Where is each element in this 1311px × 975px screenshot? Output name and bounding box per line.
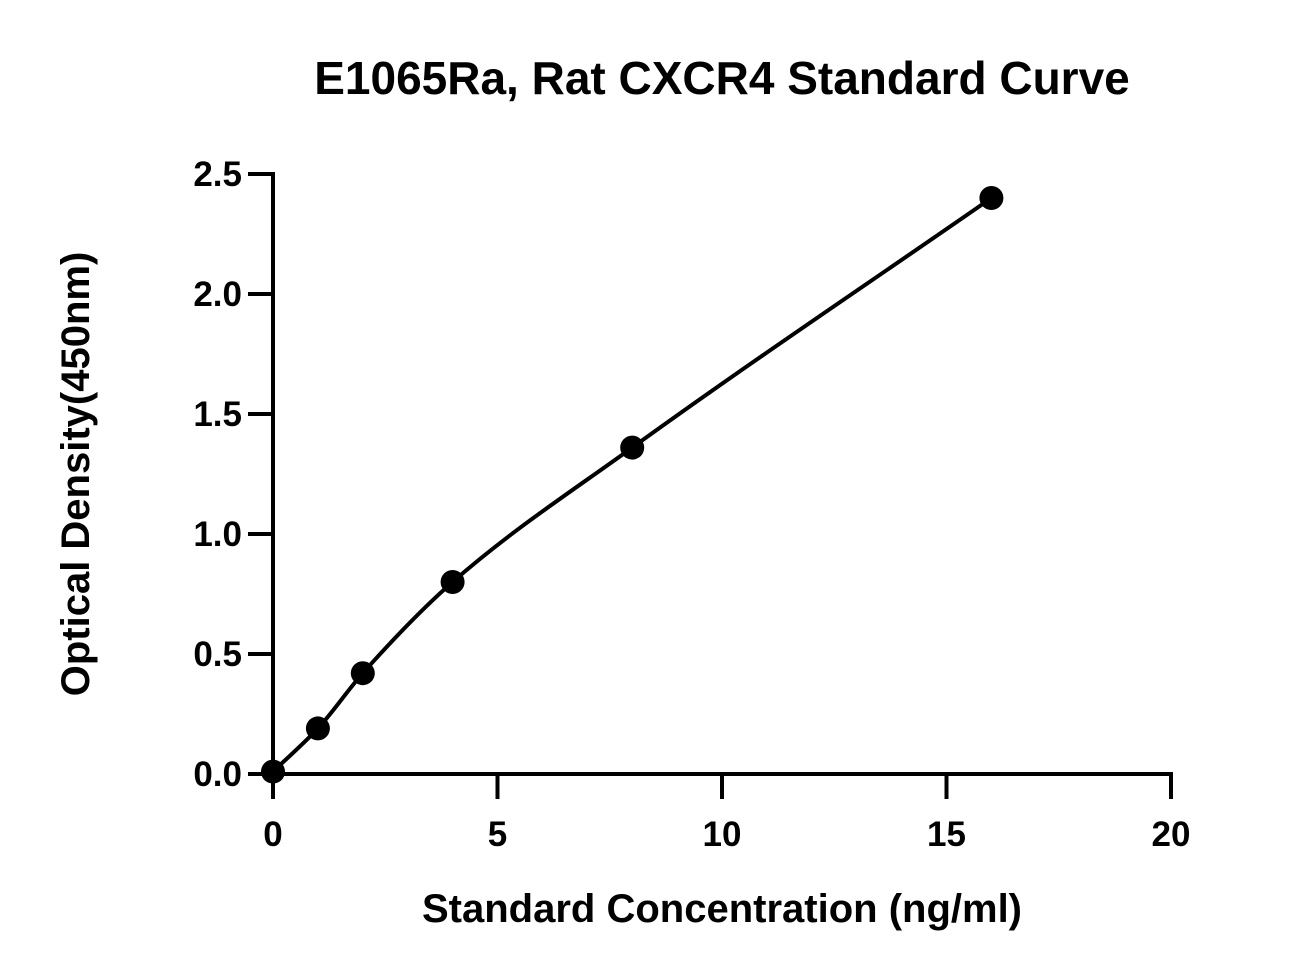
- data-point: [440, 570, 465, 594]
- data-point: [350, 661, 375, 686]
- chart-title: E1065Ra, Rat CXCR4 Standard Curve: [314, 52, 1130, 104]
- x-axis-label: Standard Concentration (ng/ml): [422, 887, 1022, 931]
- data-point: [620, 435, 645, 460]
- y-tick-label: 2.0: [193, 275, 242, 314]
- data-point: [979, 186, 1004, 210]
- x-tick-label: 0: [263, 815, 282, 854]
- axes: 0.0 0.5 1.0 1.5 2.0 2.5 0 5 10 15 20: [193, 155, 1190, 854]
- x-tick-label: 10: [703, 815, 742, 854]
- data-points: [261, 186, 1004, 784]
- y-tick-label: 2.5: [193, 155, 242, 194]
- y-tick-label: 1.0: [193, 515, 242, 554]
- y-axis-label: Optical Density(450nm): [54, 252, 98, 697]
- x-tick-label: 5: [488, 815, 507, 854]
- x-tick-label: 15: [927, 815, 966, 854]
- fit-curve-group: [271, 196, 993, 774]
- x-tick-label: 20: [1152, 815, 1191, 854]
- data-point: [261, 759, 285, 784]
- y-tick-label: 0.5: [193, 635, 242, 674]
- fit-curve: [271, 196, 993, 774]
- y-tick-label: 1.5: [193, 395, 242, 434]
- y-tick-label: 0.0: [193, 755, 242, 794]
- data-point: [305, 716, 330, 741]
